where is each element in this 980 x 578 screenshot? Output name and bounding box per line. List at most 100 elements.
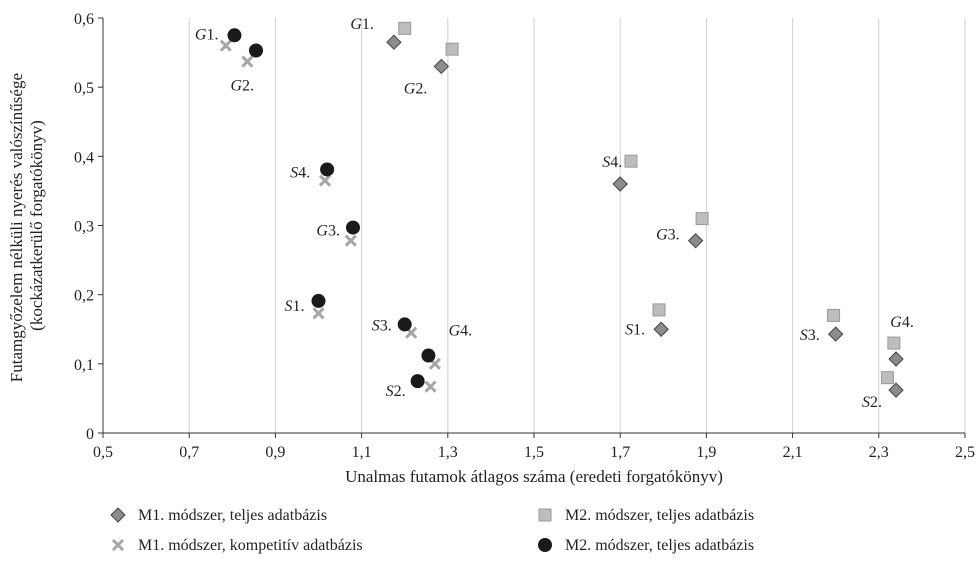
- x-tick-label: 2,5: [955, 444, 975, 461]
- tick-labels: 0,5 0,7 0,9 1,1 1,3 1,5 1,7 1,9 2,1 2,3 2,5 0 0,1 0,2…: [74, 11, 975, 461]
- circle-point: [320, 162, 335, 177]
- y-tick-label: 0,6: [74, 11, 94, 28]
- circle-point: [227, 28, 242, 43]
- point-label-number: 3.: [808, 327, 820, 344]
- cross-point: [312, 307, 325, 320]
- legend-marker-square: [538, 508, 552, 522]
- point-label-letter: G: [195, 26, 207, 43]
- diamond-point: [612, 176, 628, 192]
- diamond-point: [653, 321, 669, 337]
- square-point: [624, 154, 638, 168]
- point-label-number: 2.: [415, 80, 427, 97]
- point-label-number: 1.: [633, 321, 645, 338]
- x-tick-label: 2,3: [869, 444, 889, 461]
- y-axis-title-line-2: (kockázatkerülő forgatókönyv): [27, 120, 46, 331]
- point-label-number: 4.: [298, 164, 310, 181]
- point-label-letter: S: [285, 298, 293, 315]
- point-label: G4.: [449, 323, 473, 340]
- square-point: [887, 336, 901, 350]
- point-label-number: 2.: [242, 78, 254, 95]
- legend-marker-cross: [111, 538, 125, 552]
- point-label: G2.: [404, 80, 428, 97]
- legend-marker-circle: [538, 538, 552, 552]
- point-label: G1.: [195, 26, 219, 43]
- legend-label: M2. módszer, teljes adatbázis: [565, 507, 754, 524]
- point-label-number: 3.: [380, 317, 392, 334]
- x-tick-label: 1,5: [524, 444, 544, 461]
- point-label: S1.: [285, 298, 305, 315]
- point-label: S4.: [290, 164, 310, 181]
- cross-point: [344, 234, 357, 247]
- point-annotations: G1.G2.S4.G3.S1. S3.G4.S2.G1.G2.S4.G3.S1.S…: [195, 16, 914, 411]
- point-label-number: 4.: [902, 314, 914, 331]
- point-label-letter: G: [449, 323, 461, 340]
- diamond-point: [888, 351, 904, 367]
- y-tick-label: 0,2: [74, 288, 94, 305]
- x-tick-label: 0,5: [93, 444, 113, 461]
- cross-point: [219, 39, 232, 52]
- x-axis-title: Unalmas futamok átlagos száma (eredeti f…: [345, 467, 723, 486]
- point-label-letter: G: [230, 78, 242, 95]
- legend-label: M2. módszer, teljes adatbázis: [565, 537, 754, 554]
- circle-point: [410, 374, 425, 389]
- circle-point: [311, 293, 326, 308]
- point-label-number: 2.: [870, 394, 882, 411]
- square-point: [880, 371, 894, 385]
- point-label: S3.: [372, 317, 392, 334]
- point-label-letter: S: [372, 317, 380, 334]
- point-label-number: 1.: [206, 26, 218, 43]
- point-label: S2.: [862, 394, 882, 411]
- point-label: S2.: [386, 383, 406, 400]
- legend-marker-diamond: [110, 507, 126, 523]
- point-label-number: 4.: [610, 154, 622, 171]
- point-label: G3.: [656, 227, 680, 244]
- circle-point: [249, 43, 264, 58]
- square-point: [652, 303, 666, 317]
- point-label-number: 1.: [362, 16, 374, 33]
- legend-label: M1. módszer, kompetitív adatbázis: [138, 537, 363, 554]
- y-tick-label: 0,3: [74, 219, 94, 236]
- point-label-letter: S: [602, 154, 610, 171]
- point-label-letter: G: [656, 227, 668, 244]
- point-label: G4.: [890, 314, 914, 331]
- diamond-point: [433, 58, 450, 75]
- point-label-letter: S: [862, 394, 870, 411]
- point-label-letter: G: [890, 314, 902, 331]
- point-label: G3.: [316, 223, 340, 240]
- cross-point: [318, 174, 332, 187]
- x-tick-label: 1,3: [438, 444, 458, 461]
- point-label-letter: S: [625, 321, 633, 338]
- y-tick-label: 0,4: [74, 149, 94, 166]
- point-label: S1.: [625, 321, 645, 338]
- point-label: G1.: [350, 16, 374, 33]
- point-label: G2.: [230, 78, 254, 95]
- point-label: S3.: [800, 327, 820, 344]
- y-axis-title: Futamgyőzelem nélküli nyerés valószínűsé…: [7, 69, 46, 382]
- square-point: [398, 21, 412, 35]
- x-tick-label: 1,1: [352, 444, 372, 461]
- y-axis-title-line-1: Futamgyőzelem nélküli nyerés valószínűsé…: [7, 73, 26, 382]
- grid-lines: [188, 18, 966, 433]
- y-tick-label: 0,1: [74, 357, 94, 374]
- point-label-letter: G: [350, 16, 362, 33]
- circle-point: [397, 317, 412, 332]
- point-label-number: 1.: [293, 298, 305, 315]
- point-label-number: 2.: [394, 383, 406, 400]
- point-label-letter: S: [800, 327, 808, 344]
- point-label: S4.: [602, 154, 622, 171]
- x-tick-label: 2,1: [783, 444, 803, 461]
- diamond-point: [827, 326, 844, 342]
- point-label-letter: G: [404, 80, 416, 97]
- x-tick-label: 0,7: [179, 444, 199, 461]
- point-label-number: 3.: [328, 223, 340, 240]
- data-points: [219, 21, 904, 398]
- diamond-point: [888, 382, 904, 398]
- x-tick-label: 0,9: [265, 444, 285, 461]
- square-point: [827, 308, 841, 322]
- point-label-letter: S: [386, 383, 394, 400]
- x-tick-label: 1,7: [610, 444, 630, 461]
- cross-point: [241, 55, 254, 68]
- point-label-letter: S: [290, 164, 298, 181]
- circle-point: [421, 348, 436, 363]
